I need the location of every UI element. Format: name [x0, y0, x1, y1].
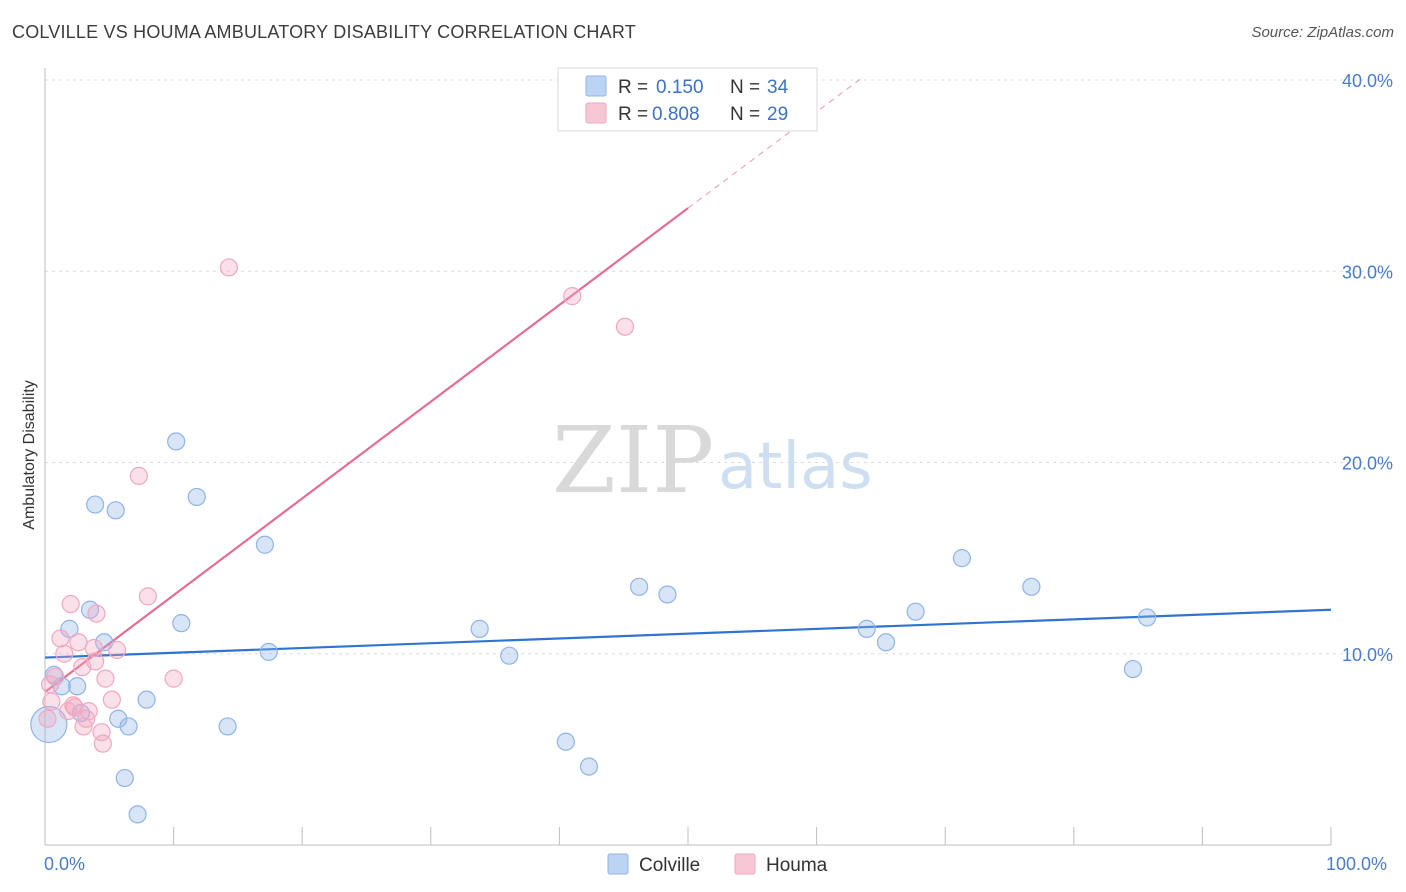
- x-tick-label-max: 100.0%: [1326, 854, 1387, 874]
- point-colville: [1022, 577, 1041, 596]
- point-colville: [658, 585, 677, 604]
- points-colville: [30, 432, 1157, 824]
- legend-r-value-1: 0.150: [656, 77, 704, 98]
- point-colville: [187, 487, 206, 507]
- watermark-zip: ZIP: [552, 407, 714, 514]
- point-colville: [500, 646, 519, 665]
- point-colville: [579, 757, 599, 776]
- point-houma: [102, 690, 121, 709]
- point-houma: [84, 638, 103, 658]
- point-colville: [52, 677, 71, 696]
- point-houma: [92, 723, 111, 742]
- bottom-legend-swatch-colville: [607, 853, 629, 875]
- y-tick-label: 30.0%: [1342, 262, 1393, 282]
- point-houma: [64, 696, 83, 715]
- point-houma: [87, 604, 106, 623]
- trend-line-houma: [44, 207, 689, 693]
- point-houma: [55, 644, 74, 663]
- x-tick-label-min: 0.0%: [44, 854, 85, 874]
- legend-n-value-1: 34: [767, 77, 789, 98]
- point-houma: [615, 317, 635, 336]
- trend-lines: [44, 77, 1332, 693]
- chart-title: COLVILLE VS HOUMA AMBULATORY DISABILITY …: [12, 22, 636, 42]
- point-colville: [259, 642, 278, 661]
- points-houma: [38, 258, 635, 753]
- bottom-legend-swatch-houma: [734, 853, 756, 875]
- point-houma: [79, 702, 98, 721]
- point-houma: [93, 734, 112, 753]
- legend-r-value-2: 0.808: [652, 104, 700, 125]
- point-colville: [857, 619, 876, 638]
- point-colville: [1138, 608, 1157, 627]
- point-houma: [96, 669, 115, 688]
- point-colville: [106, 501, 125, 520]
- watermark-atlas: atlas: [718, 430, 873, 504]
- point-houma: [41, 675, 60, 694]
- point-houma: [61, 594, 80, 614]
- point-colville: [119, 717, 138, 736]
- point-houma: [129, 466, 148, 485]
- legend-n-label-1: N =: [730, 77, 760, 98]
- legend-r-label-1: R =: [618, 77, 648, 98]
- y-axis-label: Ambulatory Disability: [21, 380, 38, 529]
- point-colville: [172, 614, 191, 633]
- bottom-legend-houma: Houma: [766, 855, 828, 876]
- point-houma: [69, 633, 88, 652]
- source-label: Source: ZipAtlas.com: [1251, 24, 1394, 41]
- point-houma: [164, 669, 183, 688]
- bottom-legend: Colville Houma: [607, 853, 828, 876]
- legend-swatch-colville: [585, 75, 607, 97]
- point-colville: [470, 619, 489, 638]
- point-colville: [115, 768, 134, 788]
- y-tick-labels: 10.0% 20.0% 30.0% 40.0%: [1342, 71, 1393, 665]
- point-colville: [630, 577, 649, 596]
- point-houma: [107, 640, 127, 660]
- point-colville: [255, 535, 275, 554]
- point-colville: [86, 495, 105, 514]
- bottom-legend-colville: Colville: [639, 855, 700, 876]
- point-colville: [137, 690, 156, 709]
- gridlines: [45, 79, 1392, 655]
- point-houma: [219, 258, 238, 277]
- trend-line-colville: [44, 608, 1332, 659]
- point-houma: [86, 652, 105, 671]
- legend-n-value-2: 29: [767, 104, 788, 125]
- point-colville: [952, 549, 972, 568]
- legend-swatch-houma: [585, 102, 607, 124]
- point-colville: [128, 805, 147, 824]
- point-colville: [876, 633, 896, 652]
- point-colville: [218, 717, 237, 736]
- point-houma: [563, 287, 582, 306]
- legend-n-label-2: N =: [730, 104, 760, 125]
- x-ticks: [44, 827, 1332, 845]
- point-houma: [38, 709, 57, 728]
- point-houma: [51, 629, 70, 648]
- y-tick-label: 40.0%: [1342, 71, 1393, 91]
- point-colville: [109, 709, 128, 728]
- point-colville: [906, 602, 925, 621]
- point-colville: [1123, 659, 1143, 679]
- y-tick-label: 10.0%: [1342, 645, 1393, 665]
- point-colville: [68, 677, 87, 696]
- point-houma: [138, 587, 157, 606]
- point-houma: [42, 692, 61, 711]
- legend-r-label-2: R =: [618, 104, 648, 125]
- legend-box: R = 0.150 N = 34 R = 0.808 N = 29: [557, 67, 818, 132]
- point-colville: [556, 732, 575, 751]
- watermark: ZIP atlas: [552, 407, 873, 514]
- y-tick-label: 20.0%: [1342, 454, 1393, 474]
- point-colville: [167, 432, 186, 451]
- trend-extension-houma: [687, 77, 862, 209]
